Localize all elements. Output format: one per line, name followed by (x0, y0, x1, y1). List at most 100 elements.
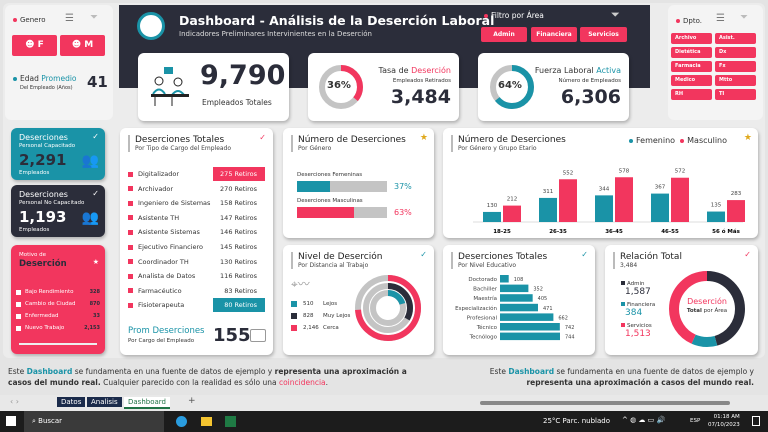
notifications-icon[interactable] (752, 416, 760, 426)
multi-select-icon[interactable]: ☰ (65, 13, 74, 24)
excel-icon[interactable] (225, 416, 236, 427)
table-row: Farmacéutico 83 Retiros (128, 284, 265, 298)
star-icon: ★ (92, 258, 99, 266)
data-label: 367 (655, 185, 666, 191)
gender-button-m[interactable]: ☻ M (60, 35, 105, 56)
sheet-tab-analisis[interactable]: Analisis (87, 397, 122, 407)
multi-select-icon[interactable]: ☰ (716, 13, 725, 24)
gender-button-f[interactable]: ☻ F (12, 35, 57, 56)
by-gender-card: Número de Deserciones Por Género ★ Deserc… (283, 128, 434, 238)
donut-fill (319, 65, 363, 109)
kpi-attrition-rate: 36% Tasa de Deserción Empleados Retirado… (308, 53, 459, 121)
bar (500, 275, 509, 283)
data-label: 552 (563, 170, 574, 176)
dept-button[interactable]: Mtto (715, 75, 756, 86)
dept-button[interactable]: TI (715, 89, 756, 100)
category-label: Tecnólogo (469, 334, 498, 341)
weather[interactable]: 25°C Parc. nublado (543, 417, 611, 425)
reason-item[interactable]: Nuevo Trabajo 2,153 (16, 325, 100, 331)
dept-button[interactable]: Dietética (671, 47, 712, 58)
taskbar-search[interactable]: ⌕ Buscar (24, 411, 164, 432)
attrition-value: 3,484 (390, 86, 451, 108)
bar-femenino (651, 193, 669, 222)
clear-filter-icon[interactable]: ⏷ (90, 12, 98, 23)
windows-start-icon[interactable] (6, 416, 16, 426)
distance-ring-chart (355, 275, 421, 341)
dept-button[interactable]: RH (671, 89, 712, 100)
category-label: Doctorado (468, 277, 497, 283)
table-row: Analista de Datos 116 Retiros (128, 269, 265, 283)
dept-button[interactable]: Fx (715, 61, 756, 72)
trained-value: 2,291 (19, 151, 67, 169)
active-value: 6,306 (560, 86, 621, 108)
age-group-chart-card: Número de Deserciones Por Género y Grupo … (443, 128, 758, 238)
check-icon: ✓ (581, 250, 588, 259)
checkbox[interactable] (16, 301, 21, 307)
sheet-tab-datos[interactable]: Datos (57, 397, 86, 407)
check-icon: ✓ (92, 189, 99, 198)
footer-note-right: Este Dashboard se fundamenta en una fuen… (489, 367, 754, 387)
education-card: Deserciones Totales Por Nivel Educativo ✓… (443, 245, 595, 355)
table-row: Ejecutivo Financiero 145 Retiros (128, 240, 265, 254)
dept-button[interactable]: Dx (715, 47, 756, 58)
reason-item[interactable]: Enfermedad 33 (16, 313, 100, 319)
data-label: 578 (619, 168, 630, 174)
attrition-rate-donut (319, 65, 363, 109)
ring-muy-lejos (363, 283, 413, 333)
horizontal-scrollbar[interactable] (480, 401, 730, 405)
checkbox[interactable] (16, 289, 21, 295)
dept-slicer: Dpto. ☰ ⏷ Archivo Asist. Dietética Dx Farmac… (668, 5, 763, 120)
reason-item[interactable]: Bajo Rendimiento 328 (16, 289, 100, 295)
checkbox[interactable] (16, 313, 21, 319)
female-bar (297, 181, 387, 192)
area-button-admin[interactable]: Admin (481, 27, 527, 42)
checkbox[interactable] (16, 325, 21, 331)
bar-masculino (503, 205, 521, 222)
prev-sheet-icon[interactable]: ‹ › (10, 397, 19, 406)
category-label: Técnico (476, 324, 498, 331)
clear-filter-icon[interactable]: ⏷ (611, 8, 620, 21)
data-label: 135 (711, 203, 722, 209)
add-sheet-button[interactable]: + (188, 396, 196, 406)
clear-filter-icon[interactable]: ⏷ (740, 12, 748, 23)
sheet-tab-dashboard[interactable]: Dashboard (124, 397, 170, 409)
gender-slicer: Genero ☰ ⏷ ☻ F ☻ M Edad Promedio Del Emp… (5, 5, 113, 120)
legend-item: Financiera 384 (621, 302, 655, 318)
data-label: 311 (543, 189, 554, 195)
bar (500, 284, 529, 293)
file-explorer-icon[interactable] (201, 417, 212, 426)
sheet-tab-bar: ‹ › Datos Analisis Dashboard + (0, 395, 768, 411)
bar-masculino (615, 177, 633, 222)
tick-label: 46-55 (661, 229, 679, 235)
legend-item: Servicios 1,513 (621, 323, 652, 339)
legend-item: 828 Muy Lejos (291, 313, 350, 319)
data-label: 352 (533, 287, 543, 293)
clock[interactable]: 01:18 AM 07/10/2023 (708, 414, 740, 428)
bar-masculino (559, 179, 577, 222)
tick-label: 26-35 (549, 229, 567, 235)
category-label: Profesional (467, 315, 498, 321)
area-button-financiera[interactable]: Financiera (531, 27, 577, 42)
untrained-value: 1,193 (19, 208, 67, 226)
active-workforce-donut (490, 65, 534, 109)
category-label: Bachiller (473, 287, 498, 293)
donut-fill (490, 65, 534, 109)
edge-icon[interactable] (176, 416, 187, 427)
ring-lejos (370, 290, 406, 326)
avg-value: 155 (213, 325, 251, 346)
dept-label: Dpto. (683, 17, 702, 25)
total-employees-label: Empleados Totales (202, 98, 272, 107)
id-card-icon (250, 329, 266, 342)
group-icon: 👥 (81, 210, 99, 226)
avg-sub: Por Cargo del Empleado (128, 338, 195, 344)
total-employees-value: 9,790 (200, 60, 286, 91)
dept-button[interactable]: Asist. (715, 33, 756, 44)
star-icon: ★ (743, 133, 752, 143)
area-button-servicios[interactable]: Servicios (580, 27, 627, 42)
reason-item[interactable]: Cambio de Ciudad 870 (16, 301, 100, 307)
dept-button[interactable]: Medico (671, 75, 712, 86)
dept-button[interactable]: Archivo (671, 33, 712, 44)
dept-button[interactable]: Farmacia (671, 61, 712, 72)
category-label: Especialización (455, 305, 497, 312)
system-tray-icons[interactable]: ^ ◍ ☁ ▭ 🔊 (622, 416, 666, 424)
